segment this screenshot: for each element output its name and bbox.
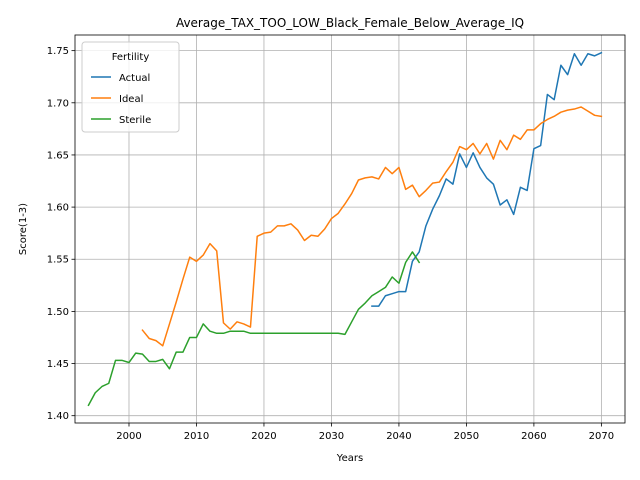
series-line-actual — [371, 51, 603, 307]
x-tick-label: 2050 — [454, 431, 479, 442]
y-tick-label: 1.45 — [47, 359, 69, 370]
legend-label-sterile: Sterile — [119, 115, 151, 126]
y-tick-label: 1.70 — [47, 98, 69, 109]
chart-title: Average_TAX_TOO_LOW_Black_Female_Below_A… — [176, 16, 524, 30]
legend: Fertility Actual Ideal Sterile — [81, 41, 180, 133]
y-tick-label: 1.60 — [47, 203, 69, 214]
y-tick-label: 1.40 — [47, 411, 69, 422]
legend-label-actual: Actual — [119, 73, 150, 84]
legend-label-ideal: Ideal — [119, 94, 143, 105]
y-tick-label: 1.50 — [47, 307, 69, 318]
x-axis-title: Years — [336, 453, 363, 464]
y-tick-label: 1.55 — [47, 255, 69, 266]
y-axis-title: Score(1-3) — [18, 203, 29, 255]
series-line-sterile — [87, 251, 421, 407]
gridlines — [75, 35, 625, 423]
y-tick-label: 1.75 — [47, 46, 69, 57]
x-tick-label: 2060 — [521, 431, 546, 442]
plot-frame — [74, 34, 626, 424]
x-tick-label: 2030 — [319, 431, 344, 442]
legend-title: Fertility — [112, 52, 150, 63]
legend-frame — [81, 41, 180, 133]
x-tick-label: 2010 — [184, 431, 209, 442]
x-tick-label: 2070 — [589, 431, 614, 442]
series-line-ideal — [141, 106, 603, 347]
series-lines — [87, 51, 603, 407]
x-tick-label: 2000 — [116, 431, 141, 442]
axes: 2000 2010 2020 2030 2040 2050 2060 2070 1.40 1.45… — [47, 34, 626, 442]
x-tick-label: 2020 — [251, 431, 276, 442]
x-tick-label: 2040 — [386, 431, 411, 442]
y-tick-label: 1.65 — [47, 150, 69, 161]
